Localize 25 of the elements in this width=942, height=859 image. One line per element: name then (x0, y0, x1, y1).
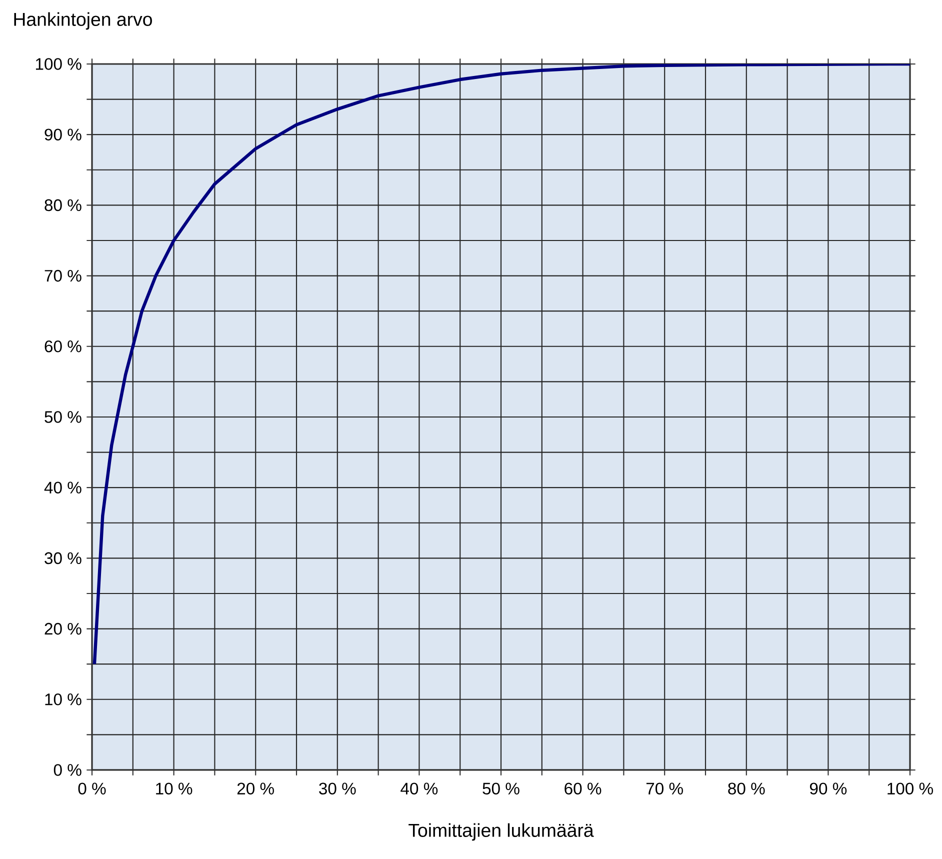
y-tick-label: 90 % (44, 128, 82, 140)
y-tick-label: 10 % (45, 693, 82, 706)
y-tick-label: 80 % (44, 199, 82, 212)
y-tick-label: 70 % (44, 270, 82, 282)
y-tick-label: 20 % (44, 622, 82, 635)
x-tick-label: 70 % (646, 782, 683, 794)
x-tick-label: 0 % (78, 782, 106, 794)
y-tick-label: 30 % (44, 552, 82, 564)
x-tick-label: 40 % (400, 782, 438, 794)
x-tick-label: 90 % (810, 782, 847, 794)
line-series (92, 64, 910, 666)
x-tick-label: 50 % (482, 782, 520, 794)
x-tick-label: 80 % (728, 782, 765, 794)
y-axis-title: Hankintojen arvo (14, 12, 152, 30)
y-tick-label: 100 % (36, 58, 82, 70)
y-tick-label: 50 % (44, 411, 82, 423)
x-tick-label: 100 % (888, 782, 934, 794)
y-tick-label: 60 % (44, 340, 82, 352)
x-tick-label: 10 % (156, 782, 192, 794)
y-tick-label: 40 % (44, 482, 82, 494)
x-axis-title: Toimittajien lukumäärä (408, 823, 594, 841)
y-tick-label: 0 % (54, 764, 82, 776)
x-tick-label: 20 % (237, 782, 274, 794)
x-tick-label: 60 % (564, 782, 602, 794)
x-tick-label: 30 % (319, 782, 356, 794)
